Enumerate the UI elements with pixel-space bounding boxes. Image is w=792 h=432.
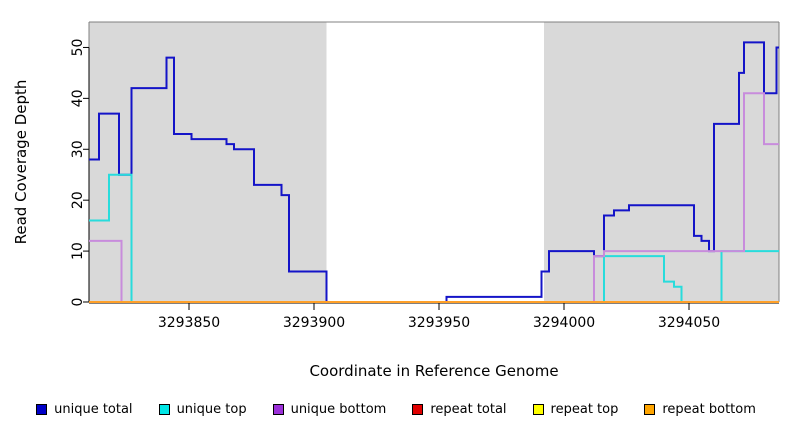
- legend-item: repeat bottom: [644, 403, 756, 416]
- legend-swatch-icon: [412, 403, 424, 415]
- y-tick-label: 50: [70, 39, 86, 57]
- y-axis-title: Read Coverage Depth: [12, 80, 30, 245]
- legend-swatch-icon: [272, 403, 284, 415]
- repeat-region-left: [89, 22, 327, 302]
- x-tick-label: 3294050: [658, 315, 720, 331]
- legend-label: unique top: [176, 401, 247, 417]
- legend-swatch-icon: [532, 403, 544, 415]
- legend-item: repeat top: [532, 401, 619, 417]
- legend-item: unique top: [158, 401, 247, 417]
- y-tick-label: 0: [70, 298, 86, 307]
- legend-label: unique total: [54, 401, 133, 417]
- legend-label: repeat total: [430, 401, 507, 417]
- y-tick-label: 10: [70, 242, 86, 260]
- legend-label: repeat bottom: [662, 401, 756, 417]
- legend-swatch-icon: [36, 403, 48, 415]
- y-axis: 0 10 20 30 40 50: [70, 39, 90, 307]
- y-tick-label: 30: [70, 140, 86, 158]
- legend-item: unique bottom: [272, 401, 387, 417]
- legend-item: repeat total: [412, 401, 507, 417]
- x-axis-title: Coordinate in Reference Genome: [309, 362, 558, 380]
- x-tick-label: 3293950: [408, 315, 470, 331]
- x-tick-label: 3293900: [283, 315, 345, 331]
- legend-label: unique bottom: [290, 401, 387, 417]
- y-tick-label: 20: [70, 191, 86, 209]
- legend-swatch-icon: [158, 403, 170, 415]
- series-layer: [89, 41, 779, 303]
- legend-label: repeat top: [550, 401, 619, 417]
- legend-swatch-icon: [644, 403, 656, 415]
- x-axis: 3293850 3293900 3293950 3294000 3294050: [89, 302, 779, 331]
- series-unique-bottom: [89, 92, 779, 303]
- chart-legend: unique total unique top unique bottom repea…: [0, 398, 792, 420]
- y-tick-label: 40: [70, 89, 86, 107]
- legend-item: unique total: [36, 401, 133, 417]
- x-tick-label: 3293850: [158, 315, 220, 331]
- x-tick-label: 3294000: [533, 315, 595, 331]
- series-unique-total: [89, 41, 779, 303]
- shaded-repeat-regions: [89, 22, 779, 302]
